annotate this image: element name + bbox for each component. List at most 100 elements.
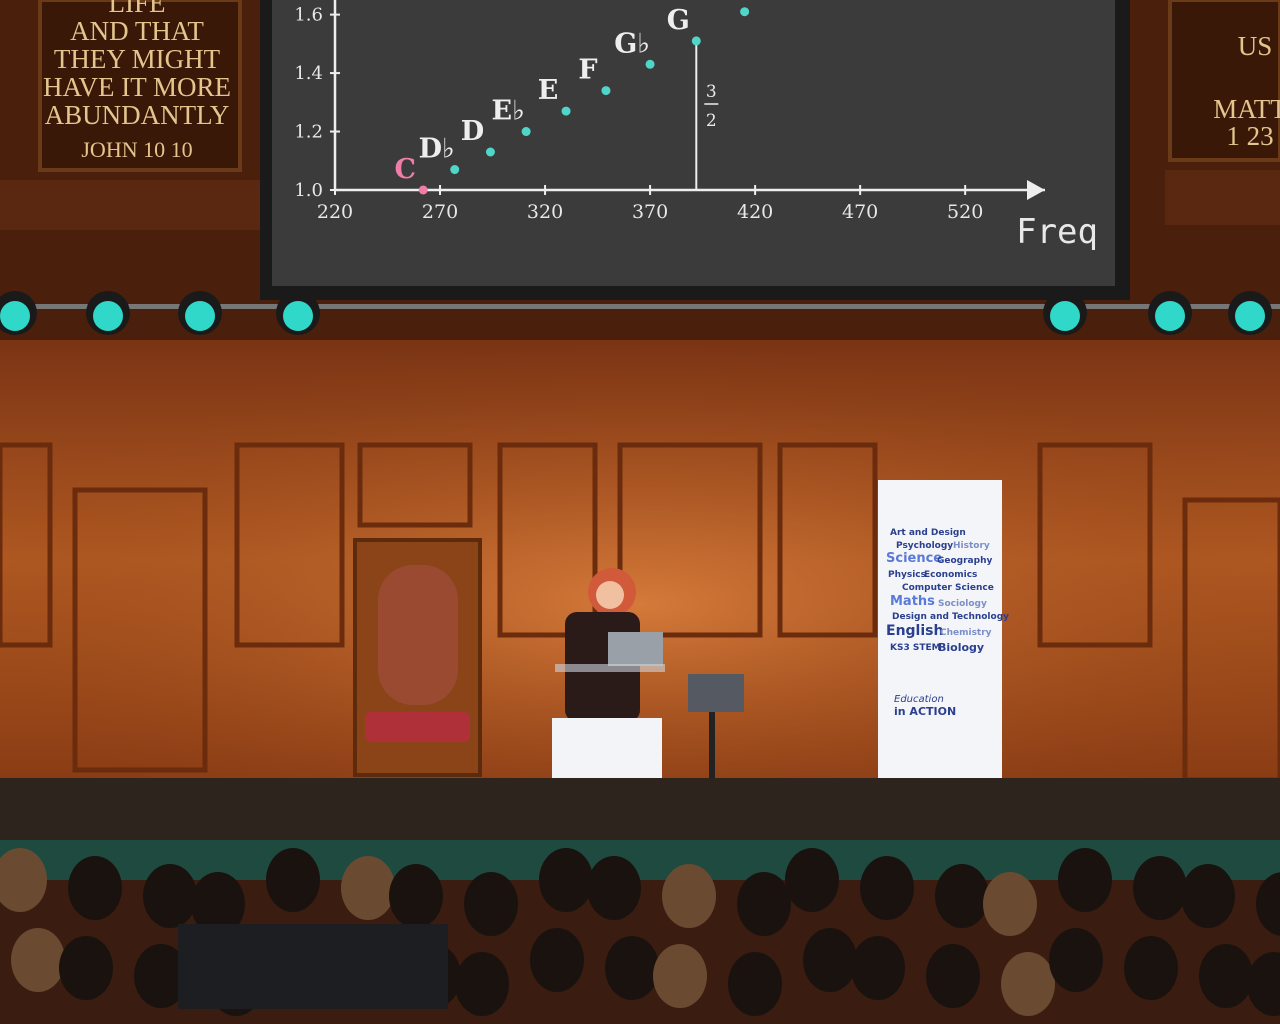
inscription-panel (38, 0, 242, 172)
point-label: F (578, 55, 597, 86)
inscription-line: HAVE IT MORE (43, 72, 231, 102)
banner-subject: KS3 STEM (890, 643, 941, 653)
audience-head (605, 936, 659, 1000)
banner-subject: English (886, 623, 943, 639)
audience-head (587, 856, 641, 920)
banner-subject: Design and Technology (892, 612, 1009, 622)
inscription-line: MATT (1213, 94, 1280, 124)
right-inscription: US MATT 1 23 (1213, 31, 1280, 151)
banner-subject: Science (886, 551, 942, 566)
audience-head (68, 856, 122, 920)
banner-text: Art and Design Psychology History Scienc… (886, 528, 1009, 718)
audience-head (1181, 864, 1235, 928)
annotation-denominator: 2 (706, 111, 717, 131)
audience-head (455, 952, 509, 1016)
point-label: E (538, 75, 559, 106)
inscription-line: 1 23 (1226, 121, 1273, 151)
banner-subject: Physics (888, 570, 926, 580)
audience-head (0, 848, 47, 912)
point (450, 165, 460, 175)
audience-head (860, 856, 914, 920)
stage-floor (0, 778, 1280, 848)
audience-head (341, 856, 395, 920)
x-tick-label: 520 (947, 201, 983, 223)
point (601, 86, 611, 96)
x-axis-arrow (1027, 180, 1045, 200)
point-label: E♭ (491, 96, 524, 127)
banner (878, 480, 1002, 795)
wood-panel (72, 487, 208, 773)
x-tick-label: 220 (317, 201, 353, 223)
inscription-line: AND THAT (70, 16, 204, 46)
wood-panel (1037, 442, 1153, 648)
audience-head (728, 952, 782, 1016)
audience-head (389, 864, 443, 928)
point-label: C (394, 154, 416, 185)
inscription-line: US (1238, 31, 1273, 61)
stage-light-lens (93, 301, 123, 331)
laptop (608, 632, 663, 666)
wood-panel (0, 442, 53, 648)
audience-head (1049, 928, 1103, 992)
point (691, 36, 701, 46)
carving (0, 180, 260, 230)
audience-head (1256, 872, 1280, 936)
audience-head (191, 872, 245, 936)
x-axis-label: Freq (1016, 212, 1098, 252)
banner-subject: History (953, 541, 990, 551)
audience-head (1247, 952, 1280, 1016)
monitor (178, 924, 448, 1009)
left-inscription: LIFE AND THAT THEY MIGHT HAVE IT MORE AB… (43, 0, 231, 162)
inscription-panel (1168, 0, 1280, 162)
y-tick-label: 1.0 (294, 180, 323, 201)
audience-head (11, 928, 65, 992)
banner-subject: Maths (890, 594, 935, 609)
point-label: G (667, 5, 690, 36)
audience-head (1199, 944, 1253, 1008)
y-tick-label: 1.4 (294, 63, 323, 84)
light-bar (0, 304, 1280, 309)
x-tick-label: 320 (527, 201, 563, 223)
stage-light-lens (283, 301, 313, 331)
x-tick-label: 370 (632, 201, 668, 223)
x-tick-label: 420 (737, 201, 773, 223)
audience-head (539, 848, 593, 912)
second-laptop (688, 674, 744, 712)
audience-head (1133, 856, 1187, 920)
audience-head (662, 864, 716, 928)
wood-panel (777, 442, 878, 638)
inscription-line: JOHN 10 10 (81, 137, 192, 162)
audience-head (803, 928, 857, 992)
stage-lights (0, 291, 1272, 335)
audience-head (464, 872, 518, 936)
projection-screen (272, 0, 1115, 286)
audience (0, 848, 1280, 1016)
audience-head (530, 928, 584, 992)
x-tick-label: 470 (842, 201, 878, 223)
audience-head (143, 864, 197, 928)
annotation-numerator: 3 (706, 82, 717, 102)
banner-subject: Economics (924, 570, 977, 580)
audience-head (134, 944, 188, 1008)
point (645, 59, 655, 69)
point (485, 147, 495, 157)
audience-head (59, 936, 113, 1000)
chart: Freq 220 270 320 370 420 470 520 1.0 1.2 1.4 1.6 3 2… (294, 0, 1098, 252)
inscription-line: LIFE (109, 0, 166, 18)
wood-panel (617, 442, 763, 638)
point-label: D♭ (419, 134, 455, 165)
wood-panel (357, 442, 473, 528)
audience-head (926, 944, 980, 1008)
banner-subject: Chemistry (940, 628, 992, 638)
laptop-stand (709, 712, 715, 842)
point (740, 7, 750, 17)
point (418, 185, 428, 195)
wall-glow (0, 340, 1280, 780)
banner-subject: Geography (937, 556, 992, 566)
y-tick-label: 1.2 (294, 122, 323, 143)
chair-back (378, 565, 458, 705)
banner-subject: Psychology (896, 541, 953, 551)
point (521, 127, 531, 137)
stage-light-lens (185, 301, 215, 331)
